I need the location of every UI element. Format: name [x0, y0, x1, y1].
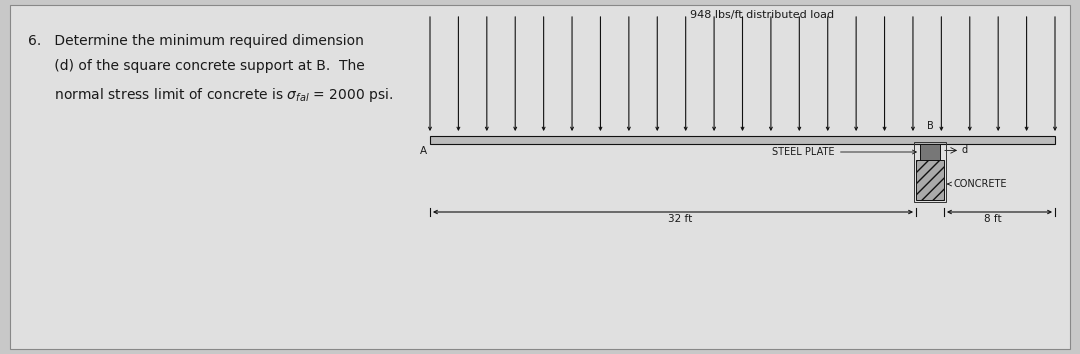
Text: (d) of the square concrete support at B.  The: (d) of the square concrete support at B.…: [28, 59, 365, 73]
Text: 8 ft: 8 ft: [984, 214, 1001, 224]
Bar: [430, 136, 1055, 144]
Text: CONCRETE: CONCRETE: [947, 179, 1008, 189]
Text: 6.   Determine the minimum required dimension: 6. Determine the minimum required dimens…: [28, 34, 364, 48]
Text: B: B: [927, 121, 933, 131]
Text: 948 lbs/ft distributed load: 948 lbs/ft distributed load: [690, 10, 835, 20]
Bar: [916, 160, 944, 200]
Text: d: d: [962, 145, 968, 155]
Text: A: A: [420, 146, 427, 156]
Bar: [920, 144, 940, 160]
Text: 32 ft: 32 ft: [667, 214, 692, 224]
Text: normal stress limit of concrete is $\sigma_{fal}$ = 2000 psi.: normal stress limit of concrete is $\sig…: [28, 86, 393, 104]
Bar: [914, 142, 946, 202]
Text: STEEL PLATE: STEEL PLATE: [772, 147, 916, 157]
